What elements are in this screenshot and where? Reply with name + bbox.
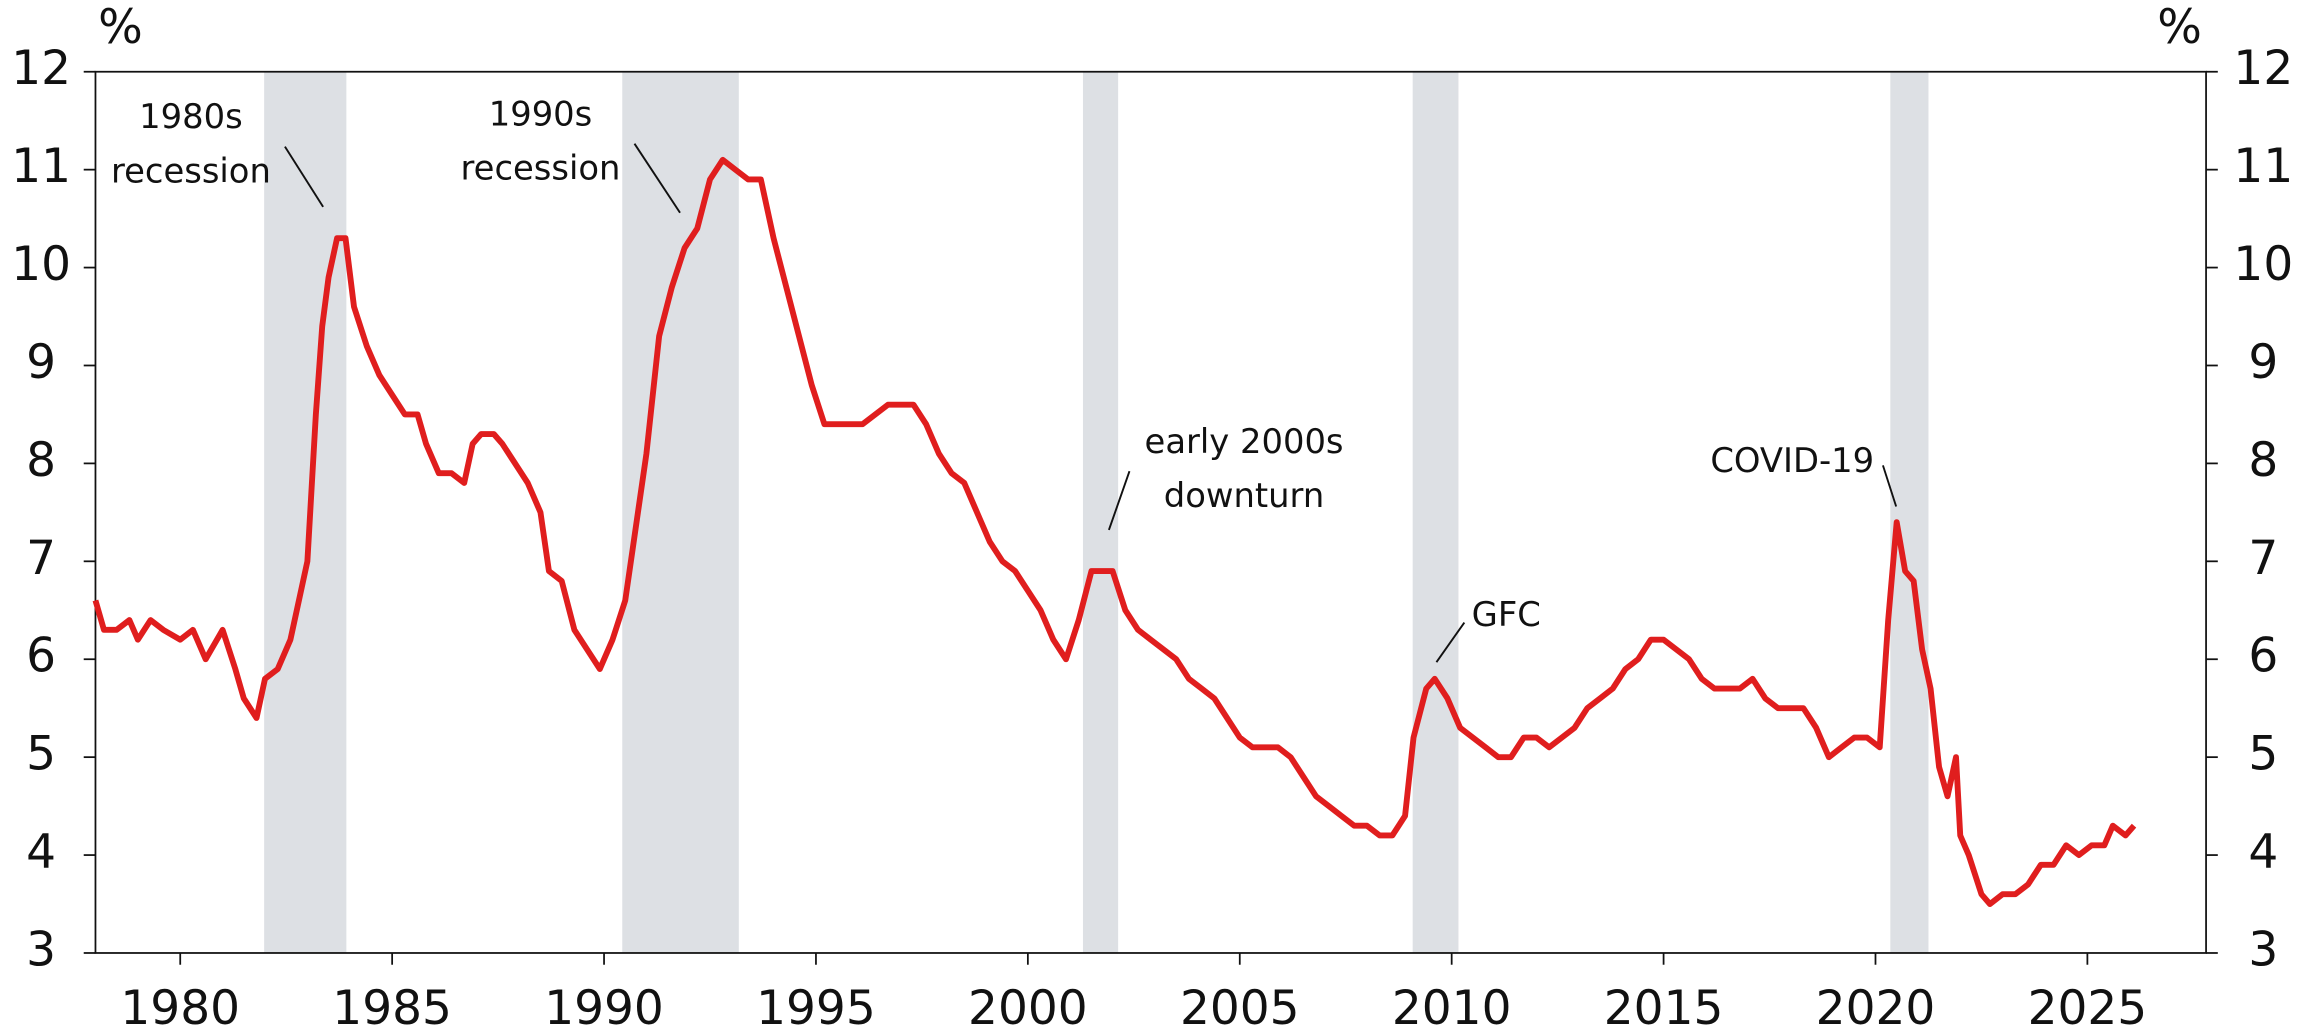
x-tick-label: 1985: [332, 981, 452, 1035]
y-tick-label: 8: [26, 433, 56, 488]
annotation: downturn: [1164, 476, 1324, 515]
data-line: [92, 156, 2137, 907]
y-tick-label: 10: [11, 237, 71, 292]
annotation-leader: [1435, 621, 1466, 663]
x-tick-label: 1990: [544, 981, 664, 1035]
y-tick-label: 11: [11, 139, 71, 194]
y2-tick-label: 8: [2248, 433, 2278, 488]
x-tick-label: 2025: [2028, 981, 2148, 1035]
annotation-leader: [1108, 470, 1131, 531]
y-tick-label: 5: [26, 727, 56, 782]
x-tick-label: 1995: [756, 981, 876, 1035]
y2-tick-label: 12: [2233, 41, 2293, 96]
y-tick-label: 12: [11, 41, 71, 96]
annotation: GFC: [1472, 595, 1541, 634]
x-tick-label: 2015: [1604, 981, 1724, 1035]
annotation: recession: [111, 152, 271, 191]
annotation: early 2000s: [1145, 422, 1344, 461]
annotation-leader: [633, 143, 681, 214]
y-tick-label: 9: [26, 335, 56, 390]
y-tick-label: 6: [26, 629, 56, 684]
y2-tick-label: 7: [2248, 531, 2278, 586]
annotation: 1990s: [489, 94, 593, 133]
x-tick-label: 1980: [120, 981, 240, 1035]
y-tick-label: 7: [26, 531, 56, 586]
x-tick-label: 2005: [1180, 981, 1300, 1035]
y-tick-label: 3: [26, 922, 56, 977]
recession-band: [1890, 71, 1929, 953]
annotation: 1980s: [139, 97, 243, 136]
y-axis-unit: %: [98, 0, 143, 55]
annotation: COVID-19: [1710, 441, 1874, 480]
plot-frame: [94, 70, 2207, 954]
recession-band: [264, 71, 347, 953]
y2-tick-label: 10: [2233, 237, 2293, 292]
x-tick-label: 2000: [968, 981, 1088, 1035]
annotation-leader: [284, 146, 324, 208]
y2-tick-label: 6: [2248, 629, 2278, 684]
recession-band: [1412, 71, 1459, 953]
x-tick-label: 2020: [1816, 981, 1936, 1035]
y2-tick-label: 3: [2248, 922, 2278, 977]
recession-band: [1082, 71, 1119, 953]
y-tick-label: 4: [26, 825, 56, 880]
y2-tick-label: 11: [2233, 139, 2293, 194]
annotation: recession: [461, 149, 621, 188]
y2-tick-label: 4: [2248, 825, 2278, 880]
y2-tick-label: 5: [2248, 727, 2278, 782]
recession-band: [622, 71, 739, 953]
x-tick-label: 2010: [1392, 981, 1512, 1035]
y2-tick-label: 9: [2248, 335, 2278, 390]
y2-axis-unit: %: [2157, 0, 2202, 55]
annotation-leader: [1882, 465, 1898, 507]
